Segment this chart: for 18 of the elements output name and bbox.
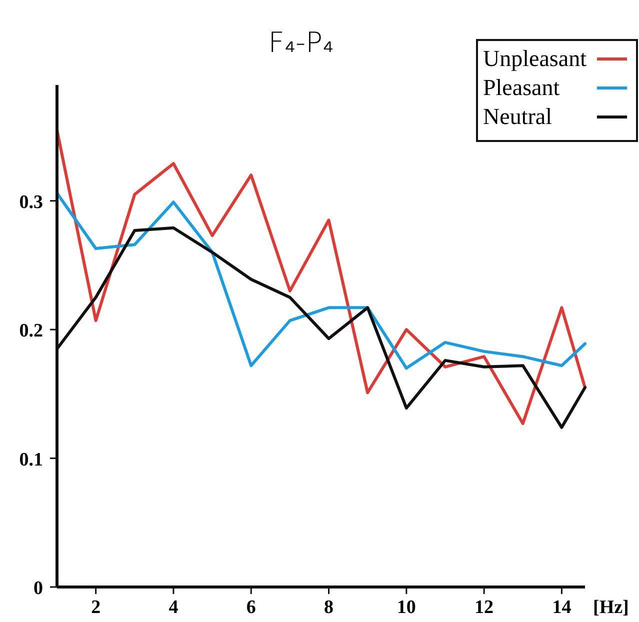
line-series (56, 192, 586, 370)
x-tick-label: 14 (552, 597, 572, 618)
x-tick-label: 10 (396, 597, 416, 618)
x-tick-label: 12 (474, 597, 494, 618)
chart-title: F₄-P₄ (268, 26, 334, 59)
y-tick-label: 0 (34, 578, 43, 599)
legend-label: Unpleasant (483, 46, 588, 71)
y-tick-label: 0.2 (19, 320, 43, 342)
x-tick-label: 2 (91, 597, 101, 618)
legend-label: Pleasant (483, 75, 560, 100)
x-axis-title: [Hz] (593, 597, 629, 618)
y-tick-label: 0.1 (19, 449, 43, 470)
y-tick-label: 0.3 (19, 192, 43, 213)
x-tick-label: 6 (246, 597, 256, 618)
x-tick-label: 4 (168, 597, 179, 618)
line-series (56, 128, 586, 426)
legend-label: Neutral (483, 104, 552, 129)
x-tick-label: 8 (324, 597, 334, 618)
